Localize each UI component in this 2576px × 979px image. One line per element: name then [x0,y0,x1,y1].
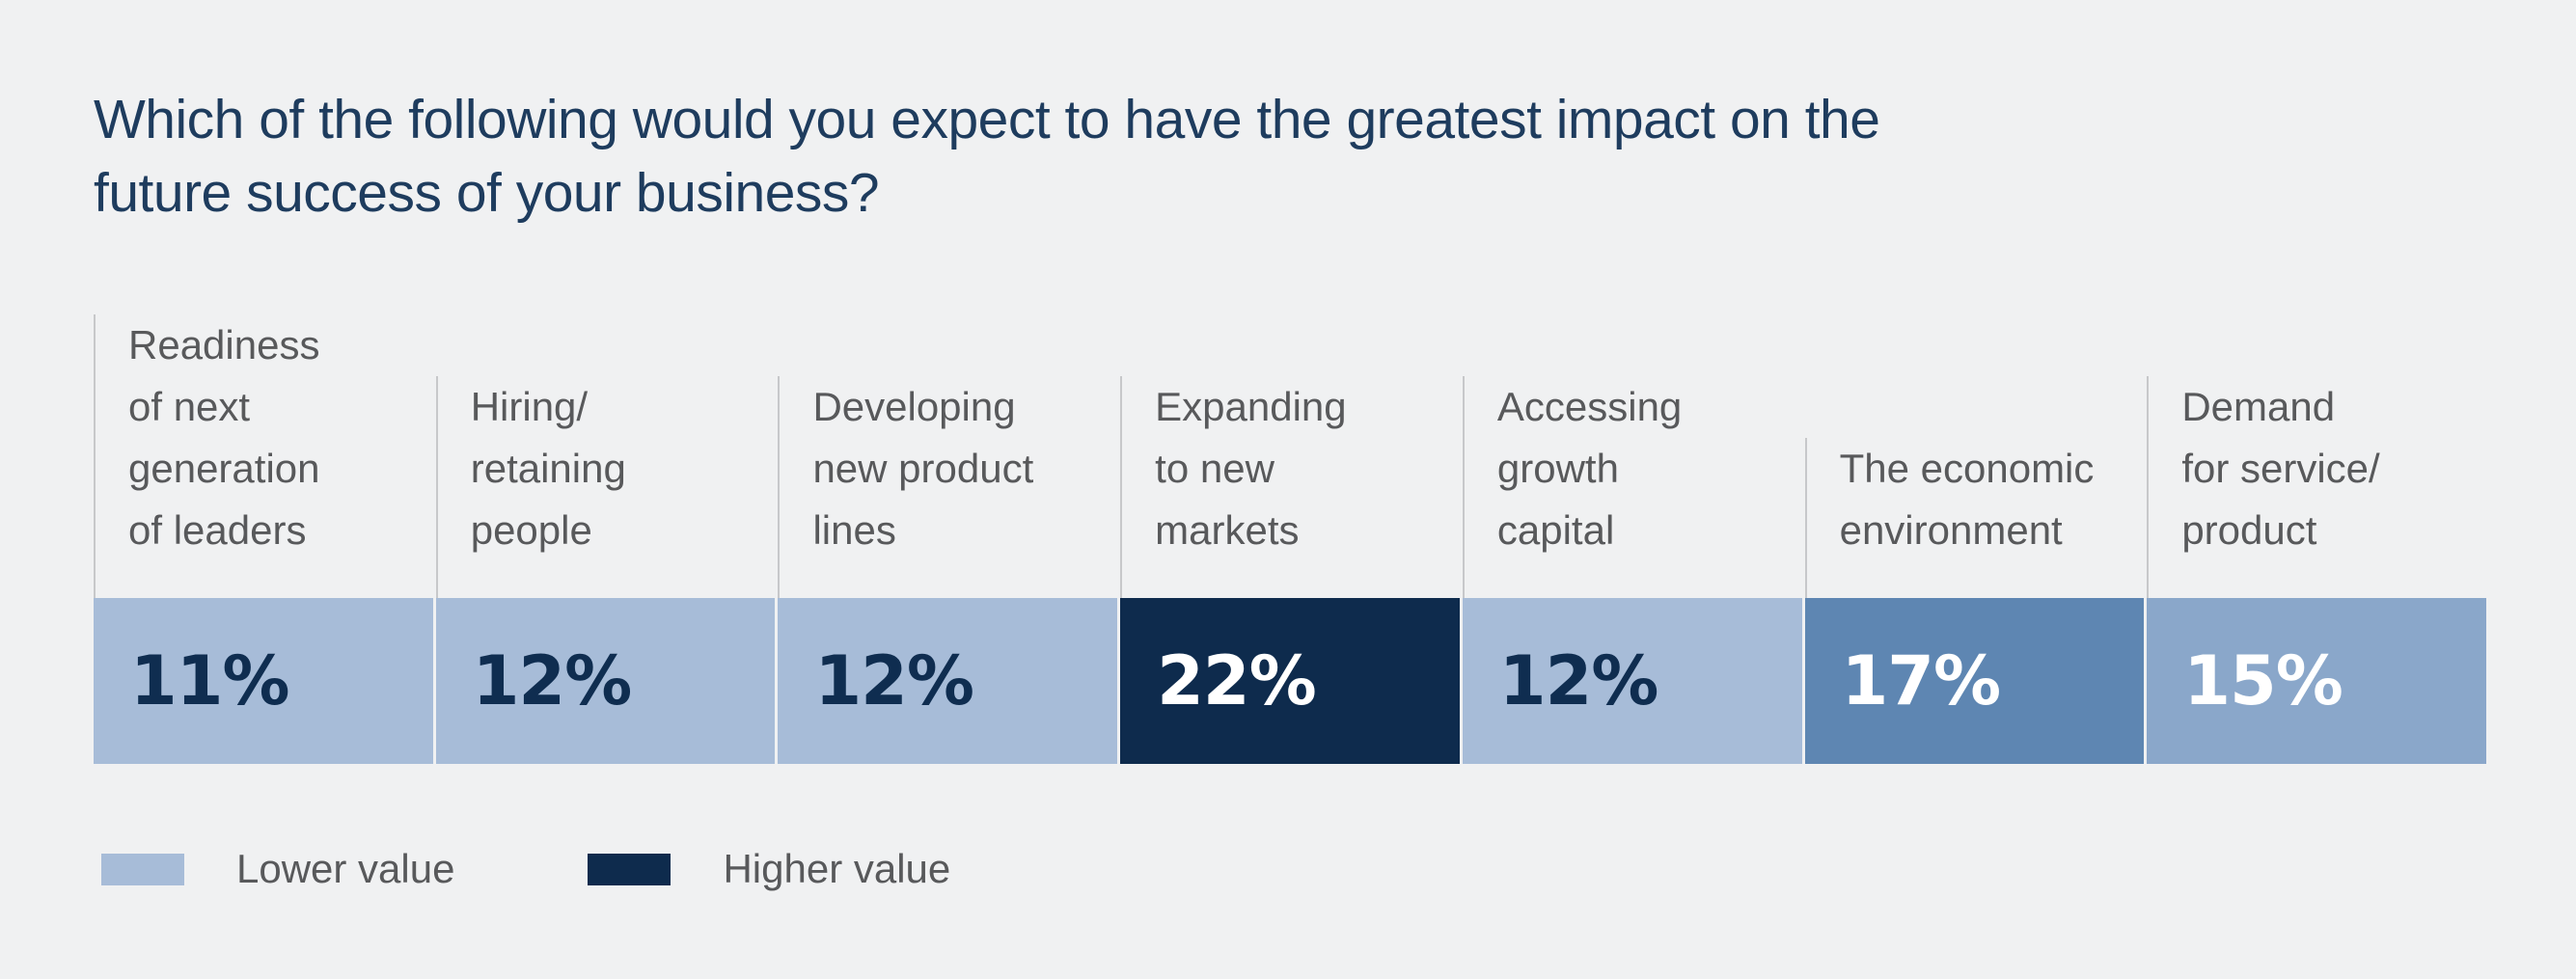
segment-value-label: 17% [1841,641,2002,721]
category-label-line: retaining [470,446,626,491]
category-column: Accessing growth capital [1462,376,1802,598]
legend: Lower value Higher value [101,846,2486,892]
chart-title-line-2: future success of your business? [94,162,880,224]
bar-segment: 22% [1120,598,1460,764]
segment-value-label: 15% [2183,641,2343,721]
category-column: Hiring/retaining people [435,376,776,598]
category-labels-row: Readiness of next generation of leaders Hiri… [94,314,2486,598]
category-label-line: Hiring/ [470,384,589,429]
category-label-line: growth [1496,446,1619,491]
category-label-line: Accessing [1496,384,1683,429]
category-label: The economic environment [1804,438,2145,598]
category-label: Readiness of next generation of leaders [94,314,433,598]
category-label-line: Developing [812,384,1016,429]
stacked-bar: 11% 12% 12% 22% 12% 17% 15% [94,598,2487,764]
segment-value-label: 11% [130,641,290,721]
category-label-line: Demand [2181,384,2336,429]
category-label: Hiring/retaining people [435,376,776,598]
category-label-line: of next [128,384,251,429]
segment-value-label: 22% [1157,641,1317,721]
chart-content: Which of the following would you expect … [94,0,2487,892]
category-column: Developing new product lines [778,376,1117,598]
legend-label: Higher value [723,846,951,891]
bar-segment: 12% [435,598,776,764]
segment-value-label: 12% [1498,641,1659,721]
category-label-line: new product [812,446,1034,491]
bar-segment: 17% [1804,598,2145,764]
chart-title: Which of the following would you expect … [94,0,2486,230]
legend-label: Lower value [236,846,455,891]
segment-value-label: 12% [472,641,633,721]
category-column: Readiness of next generation of leaders [94,314,433,598]
category-label-line: of leaders [128,507,307,553]
category-label-line: Readiness [128,322,320,367]
category-label-line: environment [1839,507,2063,553]
category-label-line: to new [1155,446,1274,491]
category-column: Expanding to new markets [1120,376,1460,598]
chart-title-line-1: Which of the following would you expect … [94,89,1880,150]
category-label-line: markets [1155,507,1300,553]
category-label-line: product [2181,507,2317,553]
category-label: Developing new product lines [778,376,1117,598]
category-label-line: Expanding [1155,384,1347,429]
category-column: Demand for service/product [2147,376,2486,598]
category-label: Expanding to new markets [1120,376,1460,598]
category-label-line: The economic [1839,446,2095,491]
category-label-line: for service/ [2181,446,2380,491]
category-label-line: generation [128,446,320,491]
legend-swatch [101,853,184,885]
bar-segment: 12% [778,598,1118,764]
legend-item: Lower value [101,846,454,892]
segment-value-label: 12% [814,641,974,721]
legend-swatch [588,853,671,885]
bar-segment: 12% [1462,598,1802,764]
category-label-line: people [470,507,592,553]
bar-segment: 11% [94,598,433,764]
category-label-line: capital [1496,507,1615,553]
category-label-line: lines [812,507,896,553]
category-column: The economic environment [1804,438,2145,598]
category-label: Demand for service/product [2147,376,2486,598]
category-label: Accessing growth capital [1462,376,1802,598]
bar-segment: 15% [2147,598,2487,764]
legend-item: Higher value [588,846,950,892]
